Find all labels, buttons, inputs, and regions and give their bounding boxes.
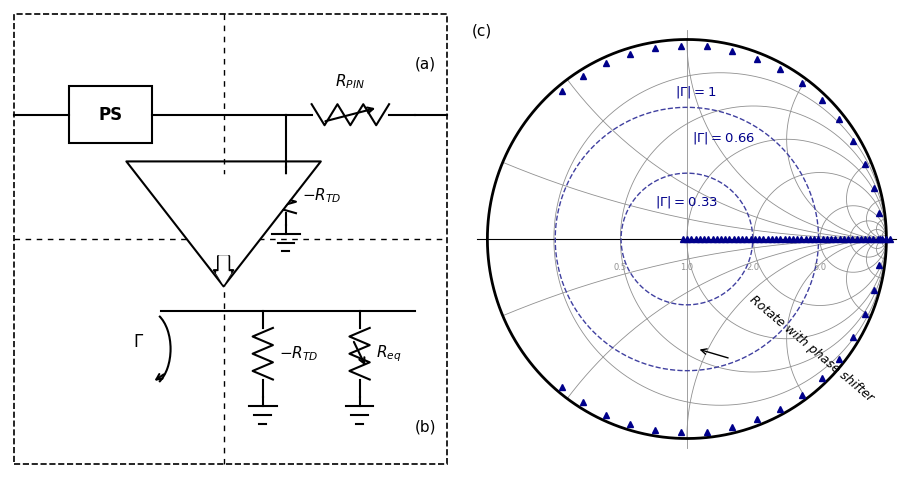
Text: $|\Gamma|=1$: $|\Gamma|=1$ xyxy=(675,84,717,100)
Text: $|\Gamma|=0.66$: $|\Gamma|=0.66$ xyxy=(692,130,755,146)
FancyBboxPatch shape xyxy=(69,86,152,143)
Text: $-R_{TD}$: $-R_{TD}$ xyxy=(302,186,341,206)
Text: 1.0: 1.0 xyxy=(680,263,693,272)
Text: $|\Gamma|=0.33$: $|\Gamma|=0.33$ xyxy=(656,194,718,210)
Text: 0.5: 0.5 xyxy=(614,263,627,272)
Text: (c): (c) xyxy=(471,23,491,39)
Text: 2.0: 2.0 xyxy=(747,263,760,272)
Text: 5.0: 5.0 xyxy=(813,263,826,272)
Text: (b): (b) xyxy=(415,420,436,435)
Text: Rotate with phase shifter: Rotate with phase shifter xyxy=(747,293,876,404)
Text: $R_{eq}$: $R_{eq}$ xyxy=(376,343,401,364)
Text: $-R_{TD}$: $-R_{TD}$ xyxy=(278,344,318,363)
Text: $R_{PIN}$: $R_{PIN}$ xyxy=(336,72,365,91)
Text: PS: PS xyxy=(99,106,123,124)
FancyArrowPatch shape xyxy=(217,256,230,284)
Text: $\Gamma$: $\Gamma$ xyxy=(133,333,144,351)
Text: (a): (a) xyxy=(415,57,436,72)
